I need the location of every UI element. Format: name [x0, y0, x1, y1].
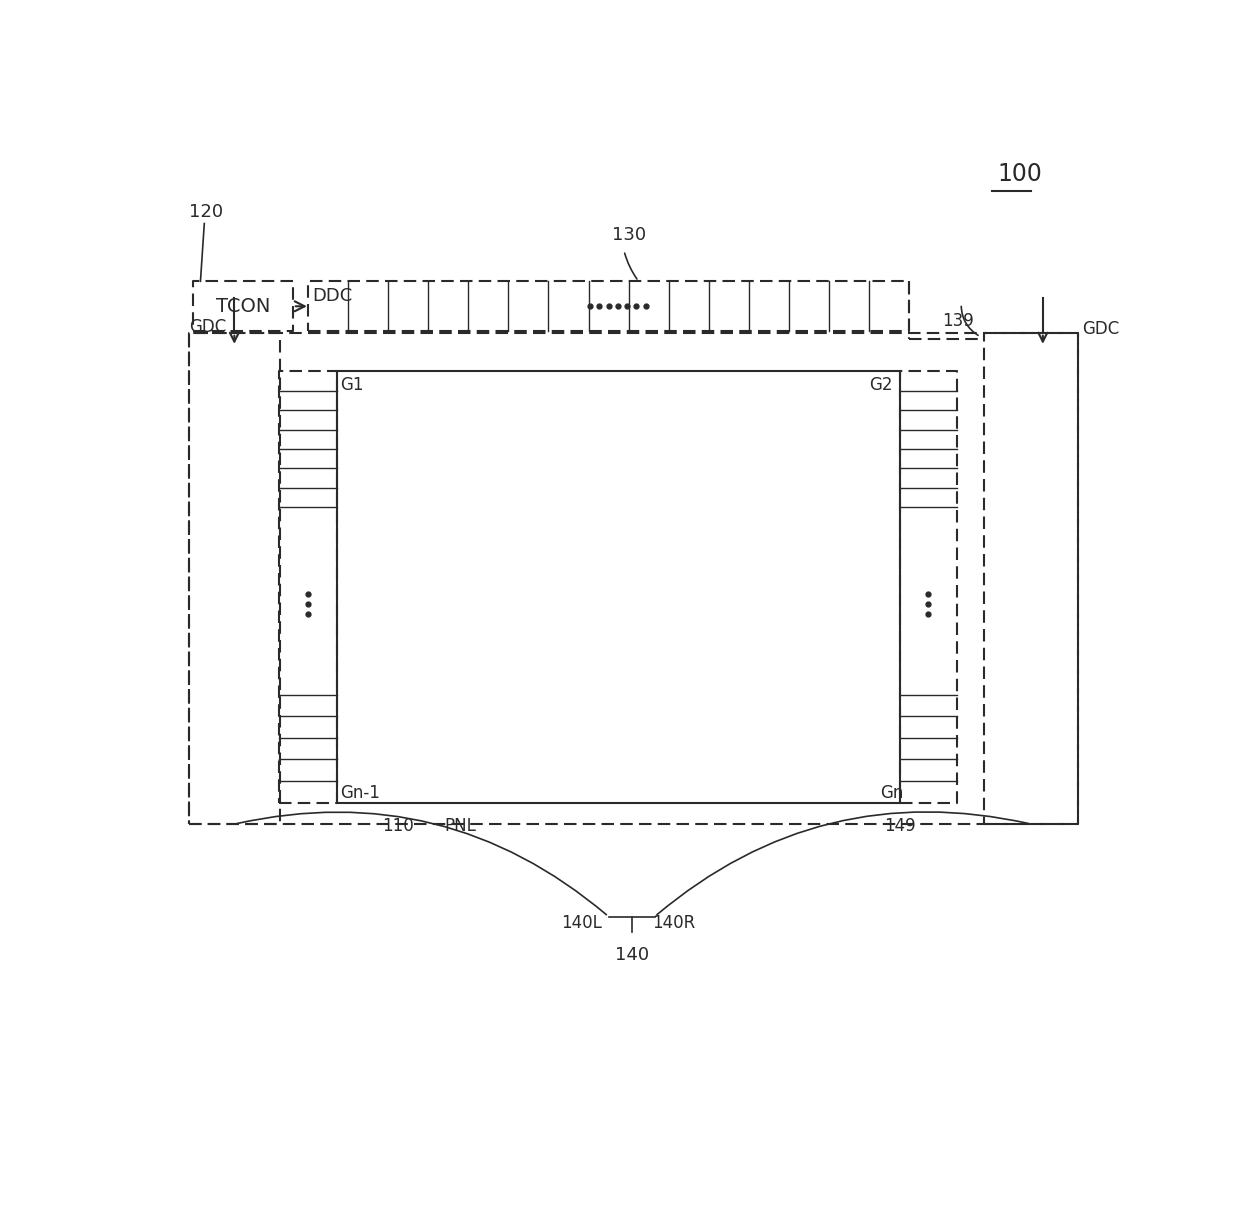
Text: TCON: TCON: [216, 297, 270, 316]
Text: 140: 140: [615, 946, 649, 965]
Text: Gn-1: Gn-1: [340, 784, 379, 802]
Bar: [337, 371, 899, 802]
Text: GDC: GDC: [188, 317, 226, 336]
Text: 140R: 140R: [652, 913, 696, 932]
Text: 120: 120: [188, 203, 223, 221]
Text: 100: 100: [997, 162, 1043, 186]
Text: DDC: DDC: [312, 287, 352, 304]
Text: 130: 130: [613, 226, 646, 244]
Text: PNL: PNL: [444, 817, 476, 835]
Text: G1: G1: [340, 376, 363, 394]
Text: G2: G2: [869, 376, 893, 394]
Text: 110: 110: [382, 817, 414, 835]
Text: GDC: GDC: [1083, 320, 1120, 338]
Text: 140L: 140L: [562, 913, 603, 932]
Text: 149: 149: [884, 817, 916, 835]
Text: 139: 139: [942, 313, 973, 331]
Text: Gn: Gn: [880, 784, 904, 802]
